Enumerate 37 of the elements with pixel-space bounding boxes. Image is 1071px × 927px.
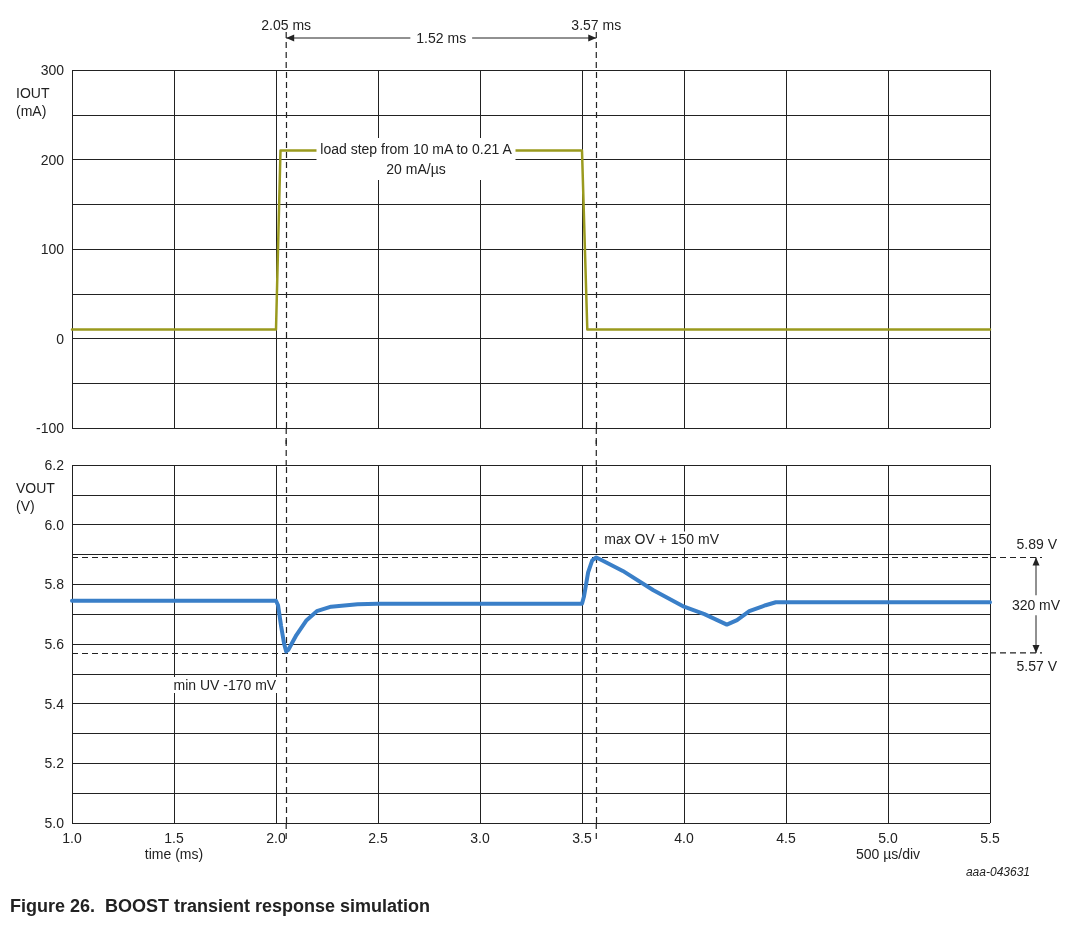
ref-line-label: 2.05 ms: [261, 17, 312, 33]
y-tick-label: 5.6: [44, 636, 65, 652]
caption: Figure 26. BOOST transient response simulation: [10, 896, 431, 916]
y-tick-label: 200: [40, 151, 65, 168]
y-axis-title: IOUT (mA): [16, 85, 50, 119]
y-tick-label: 6.2: [44, 457, 65, 473]
x-tick-label: 2.0: [266, 830, 286, 846]
x-tick-label: 4.5: [776, 830, 796, 846]
x-tick-label: 3.5: [572, 830, 592, 846]
text: aaa-043631: [965, 865, 1030, 879]
annotation: load step from 10 mA to 0.21 A 20 mA/µs: [320, 141, 513, 177]
x-tick-label: 4.0: [674, 830, 694, 846]
y-tick-label: 0: [56, 330, 65, 347]
text: 500 µs/div: [855, 846, 921, 862]
y-tick-label: 5.0: [44, 815, 65, 831]
y-tick-label: 100: [40, 241, 65, 257]
y-tick-label: 5.4: [44, 695, 65, 712]
x-tick-label: 5.0: [878, 830, 898, 846]
legend-label: 5.57 V: [1016, 657, 1058, 674]
text: 320 mV: [1011, 597, 1061, 614]
y-tick-label: -100: [35, 420, 65, 436]
x-tick-label: 2.5: [368, 830, 388, 846]
ref-line-label: 3.57 ms: [571, 17, 622, 33]
x-tick-label: 5.5: [980, 830, 1000, 846]
text: 1.52 ms: [416, 30, 467, 46]
y-tick-label: 300: [40, 62, 65, 78]
y-tick-label: 5.8: [44, 576, 65, 593]
y-tick-label: 6.0: [44, 516, 65, 533]
x-axis-title: time (ms): [144, 846, 204, 862]
x-tick-label: 1.5: [164, 830, 184, 846]
annotation: max OV + 150 mV: [604, 531, 720, 548]
ref-line-label: 5.89 V: [1016, 536, 1058, 553]
y-tick-label: 5.2: [44, 755, 65, 772]
x-tick-label: 1.0: [62, 830, 82, 846]
annotation: min UV -170 mV: [173, 676, 277, 693]
y-axis-title: VOUT (V): [16, 480, 56, 514]
x-tick-label: 3.0: [470, 830, 490, 846]
